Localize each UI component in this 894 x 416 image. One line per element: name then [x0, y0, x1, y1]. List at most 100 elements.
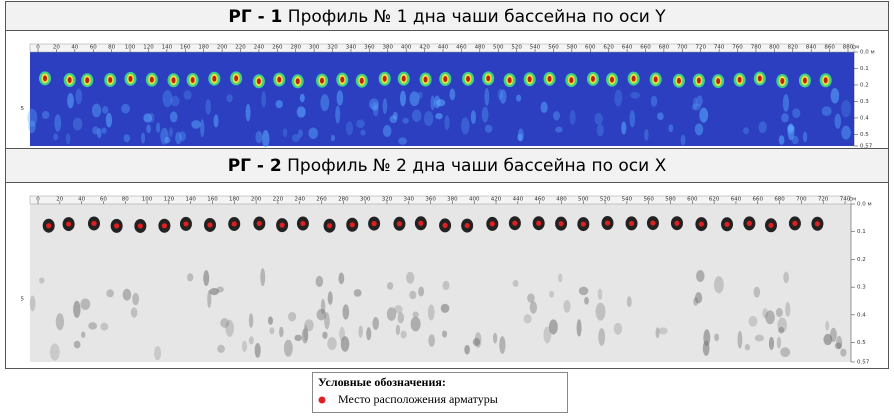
distance-tick-label: 280	[290, 45, 301, 51]
texture	[696, 270, 705, 283]
texture	[72, 117, 83, 131]
distance-tick-label: 660	[753, 197, 764, 203]
texture	[101, 127, 107, 134]
texture	[130, 307, 138, 318]
rebar-marker	[536, 220, 542, 226]
texture	[356, 119, 365, 129]
title-bg	[6, 2, 888, 30]
distance-tick-label: 120	[164, 197, 175, 203]
texture	[146, 124, 151, 134]
texture	[517, 133, 523, 142]
depth-tick-label: 0.0 м	[857, 202, 872, 208]
texture	[175, 131, 182, 145]
rebar-marker	[442, 222, 448, 228]
distance-tick-label: 640	[731, 197, 742, 203]
reflection	[486, 75, 491, 82]
distance-tick-label: 160	[180, 45, 191, 51]
texture	[569, 109, 576, 125]
texture	[484, 88, 490, 106]
texture	[768, 336, 775, 350]
texture	[823, 333, 833, 346]
rebar-marker	[418, 220, 424, 226]
texture	[474, 332, 482, 348]
legend: Условные обозначения: Место расположения…	[312, 372, 568, 413]
texture	[54, 114, 62, 132]
texture	[693, 297, 699, 306]
rebar-marker	[792, 220, 798, 226]
distance-tick-label: 700	[796, 197, 807, 203]
texture	[595, 302, 606, 321]
texture	[428, 334, 435, 347]
texture	[304, 319, 314, 332]
rebar-marker	[91, 220, 97, 227]
rebar-marker	[46, 223, 52, 229]
texture	[461, 117, 470, 135]
texture	[557, 273, 563, 283]
depth-tick-label: 0.5	[860, 132, 869, 138]
texture	[783, 271, 789, 284]
texture	[283, 339, 293, 357]
reflection	[737, 76, 742, 83]
depth-tick-label: 0.1	[860, 66, 869, 72]
texture	[481, 106, 489, 123]
texture	[67, 93, 74, 109]
reflection	[823, 77, 828, 84]
texture	[748, 316, 758, 327]
profile-caption: Профиль № 1 дна чаши бассейна по оси Y	[288, 7, 666, 27]
texture	[792, 108, 801, 118]
depth-tick-label: 0.1	[857, 229, 866, 235]
distance-tick-label: 680	[774, 197, 785, 203]
distance-tick-label: 500	[493, 45, 504, 51]
texture	[338, 272, 345, 285]
reflection	[67, 76, 72, 83]
distance-tick-label: 180	[198, 45, 209, 51]
distance-tick-label: 20	[53, 45, 60, 51]
texture	[170, 95, 180, 107]
profile-caption: Профиль № 2 дна чаши бассейна по оси X	[287, 156, 666, 176]
distance-tick-label: 300	[360, 197, 371, 203]
texture	[548, 319, 558, 335]
reflection	[443, 75, 448, 82]
distance-tick-label: 140	[185, 197, 196, 203]
rebar-marker	[326, 223, 333, 229]
texture	[778, 135, 785, 145]
title-bg	[6, 149, 888, 182]
rebar-marker	[580, 221, 586, 227]
rebar-marker	[558, 221, 564, 227]
texture	[209, 287, 219, 296]
texture	[320, 94, 330, 112]
distance-tick-label: 560	[643, 197, 654, 203]
texture	[382, 125, 392, 137]
distance-unit: см	[852, 45, 859, 51]
texture	[296, 106, 306, 118]
texture	[668, 124, 674, 133]
texture	[191, 120, 201, 129]
distance-tick-label: 220	[273, 197, 284, 203]
distance-tick-label: 200	[251, 197, 262, 203]
table-border	[5, 1, 889, 369]
texture	[162, 90, 173, 108]
texture	[225, 319, 234, 337]
reflection	[527, 76, 532, 83]
texture	[73, 300, 81, 318]
reflection	[423, 76, 428, 83]
reflection	[256, 78, 261, 85]
texture	[169, 111, 178, 123]
texture	[430, 95, 436, 111]
texture	[179, 131, 186, 142]
texture	[200, 119, 205, 138]
distance-tick-label: 840	[806, 45, 817, 51]
distance-tick-label: 660	[640, 45, 651, 51]
distance-tick-label: 100	[125, 45, 136, 51]
texture	[308, 127, 319, 139]
distance-tick-label: 580	[567, 45, 578, 51]
texture	[92, 126, 99, 135]
texture	[335, 105, 341, 124]
texture	[696, 95, 703, 107]
texture	[629, 110, 636, 128]
texture	[183, 90, 192, 100]
rebar-marker	[349, 222, 355, 228]
texture	[744, 344, 751, 351]
rebar-marker	[256, 220, 262, 227]
